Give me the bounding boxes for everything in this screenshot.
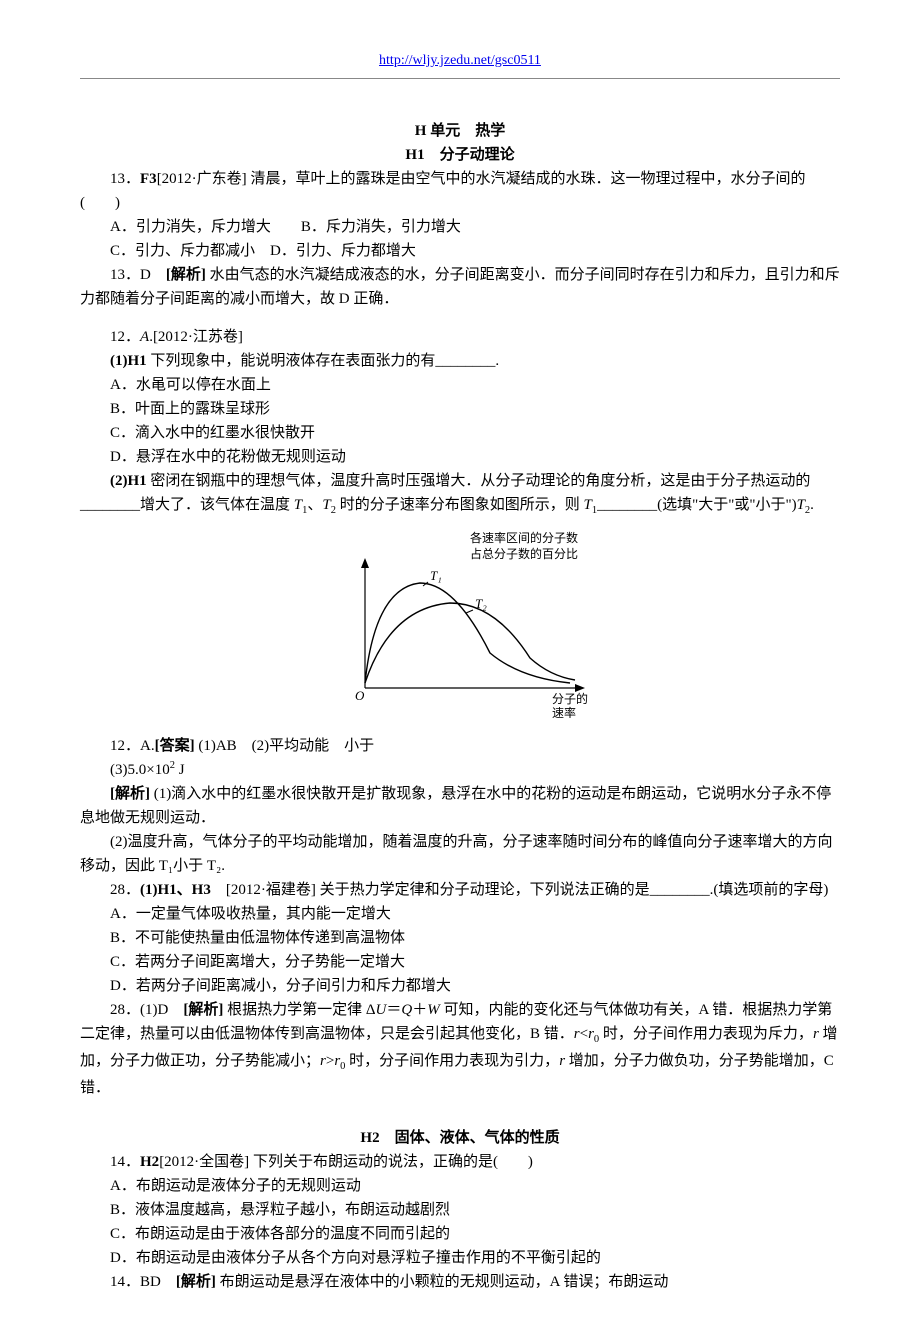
q28-optb: B．不可能使热量由低温物体传递到高温物体 [80,926,840,950]
q12-opta: A．水黾可以停在水面上 [80,373,840,397]
q14-optd: D．布朗运动是由液体分子从各个方向对悬浮粒子撞击作用的不平衡引起的 [80,1246,840,1270]
q12-analysis1: [解析] (1)滴入水中的红墨水很快散开是扩散现象，悬浮在水中的花粉的运动是布朗… [80,782,840,830]
q13-source: [2012·广东卷] [157,171,247,187]
q28-ans-a: 根据热力学第一定律 Δ [223,1002,375,1018]
q12-optb: B．叶面上的露珠呈球形 [80,397,840,421]
q28-W: W [427,1002,440,1018]
q12-part2: (2)H1 密闭在钢瓶中的理想气体，温度升高时压强增大．从分子动理论的角度分析，… [80,469,840,520]
q14-ans-num: 14．BD [110,1274,176,1290]
q12-answer: 12．A.[答案] (1)AB (2)平均动能 小于 [80,734,840,758]
q14-stem-text: 下列关于布朗运动的说法，正确的是( ) [249,1154,533,1170]
chart-ylabel2: 占总分子数的百分比 [470,546,578,561]
q12-ans-text: (1)AB (2)平均动能 小于 [195,738,375,754]
origin-label: O [355,688,365,703]
q28-optd: D．若两分子间距离减小，分子间引力和斥力都增大 [80,974,840,998]
q28-source: [2012·福建卷] [211,882,316,898]
header-divider [80,78,840,79]
q13-answer: 13．D [解析] 水由气态的水汽凝结成液态的水，分子间距离变小．而分子间同时存… [80,263,840,311]
q14-optb: B．液体温度越高，悬浮粒子越小，布朗运动越剧烈 [80,1198,840,1222]
q12-t2b: T [797,497,805,513]
q28-stem: 28．(1)H1、H3 [2012·福建卷] 关于热力学定律和分子动理论，下列说… [80,878,840,902]
distribution-chart: 各速率区间的分子数 占总分子数的百分比 T₁ T₂ O 分子的 速率 [80,528,840,726]
q13-opt-ab: A．引力消失，斥力增大 B．斥力消失，引力增大 [80,215,840,239]
chart-xlabel1: 分子的 [552,691,588,706]
q12-ans-part3: (3)5.0×102 J [80,758,840,782]
q14-ans-text: 布朗运动是悬浮在液体中的小颗粒的无规则运动，A 错误；布朗运动 [216,1274,669,1290]
q28-opta: A．一定量气体吸收热量，其内能一定增大 [80,902,840,926]
q12-number: 12． [110,329,140,345]
q13-opt-cd: C．引力、斥力都减小 D．引力、斥力都增大 [80,239,840,263]
section-h2-title: H2 固体、液体、气体的性质 [80,1126,840,1150]
q28-lt: < [580,1026,588,1042]
q28-tag: (1)H1、H3 [140,882,211,898]
curve-t2 [365,603,575,683]
q12-ans-label: [答案] [155,738,195,754]
q28-ans-label: [解析] [183,1002,223,1018]
q14-tag: H2 [140,1154,159,1170]
chart-xlabel2: 速率 [552,705,576,718]
q12-anal1-text: (1)滴入水中的红墨水很快散开是扩散现象，悬浮在水中的花粉的运动是布朗运动，它说… [80,786,831,826]
curve-t1 [365,583,570,683]
chart-ylabel1: 各速率区间的分子数 [470,530,578,545]
q13-tag: F3 [140,171,157,187]
q14-answer: 14．BD [解析] 布朗运动是悬浮在液体中的小颗粒的无规则运动，A 错误；布朗… [80,1270,840,1294]
q12-t1: T [294,497,302,513]
section-h1-title: H1 分子动理论 [80,143,840,167]
q28-answer: 28．(1)D [解析] 根据热力学第一定律 ΔU＝Q＋W 可知，内能的变化还与… [80,998,840,1100]
q12-part1-stem: 下列现象中，能说明液体存在表面张力的有________. [147,353,500,369]
q28-plus: ＋ [412,1002,427,1018]
q12-ans-num: 12．A. [110,738,155,754]
q12-part1: (1)H1 下列现象中，能说明液体存在表面张力的有________. [80,349,840,373]
q13-number: 13． [110,171,140,187]
q28-stem-text: 关于热力学定律和分子动理论，下列说法正确的是________.(填选项前的字母) [316,882,829,898]
q28-U: U [375,1002,386,1018]
q28-number: 28． [110,882,140,898]
q12-p2-b: 、 [307,497,322,513]
q13-answer-num: 13．D [110,267,166,283]
q12-header: 12．A.[2012·江苏卷] [80,325,840,349]
q12-optd: D．悬浮在水中的花粉做无规则运动 [80,445,840,469]
q12-ans-p3unit: J [175,762,185,778]
q14-number: 14． [110,1154,140,1170]
q12-t2: T [322,497,330,513]
x-axis-arrow-icon [575,684,585,692]
curve-t1-label: T₁ [430,568,442,583]
header-url[interactable]: http://wljy.jzedu.net/gsc0511 [80,50,840,72]
q13-answer-label: [解析] [166,267,206,283]
q12-analysis2: (2)温度升高，气体分子的平均动能增加，随着温度的升高，分子速率随时间分布的峰值… [80,830,840,878]
q12-source: .[2012·江苏卷] [149,329,243,345]
q12-ans-p3: (3)5.0×10 [110,762,170,778]
q14-source: [2012·全国卷] [159,1154,249,1170]
y-axis-arrow-icon [361,558,369,568]
q14-opta: A．布朗运动是液体分子的无规则运动 [80,1174,840,1198]
q28-eq: ＝ [386,1002,401,1018]
q14-optc: C．布朗运动是由于液体各部分的温度不同而引起的 [80,1222,840,1246]
q28-ans-e: 时，分子间作用力表现为引力， [345,1053,559,1069]
q28-Q: Q [401,1002,412,1018]
curve-t2-label: T₂ [475,596,487,611]
q12-optc: C．滴入水中的红墨水很快散开 [80,421,840,445]
t2-pointer [466,610,473,613]
q12-p2-e: . [810,497,814,513]
q12-part2-tag: (2)H1 [110,473,147,489]
q12-p2-d: ________(选填"大于"或"小于") [597,497,796,513]
q12-p2-c: 时的分子速率分布图象如图所示，则 [336,497,584,513]
q14-ans-label: [解析] [176,1274,216,1290]
q12-anal-label: [解析] [110,786,150,802]
q28-optc: C．若两分子间距离增大，分子势能一定增大 [80,950,840,974]
q14-stem: 14．H2[2012·全国卷] 下列关于布朗运动的说法，正确的是( ) [80,1150,840,1174]
q28-ans-num: 28．(1)D [110,1002,183,1018]
q12-label: A [140,329,149,345]
q13-stem: 13．F3[2012·广东卷] 清晨，草叶上的露珠是由空气中的水汽凝结成的水珠．… [80,167,840,215]
chart-svg: 各速率区间的分子数 占总分子数的百分比 T₁ T₂ O 分子的 速率 [320,528,600,718]
q12-part1-tag: (1)H1 [110,353,147,369]
unit-title: H 单元 热学 [80,119,840,143]
q12-t1b: T [583,497,591,513]
q28-ans-c: 时，分子间作用力表现为斥力， [599,1026,813,1042]
